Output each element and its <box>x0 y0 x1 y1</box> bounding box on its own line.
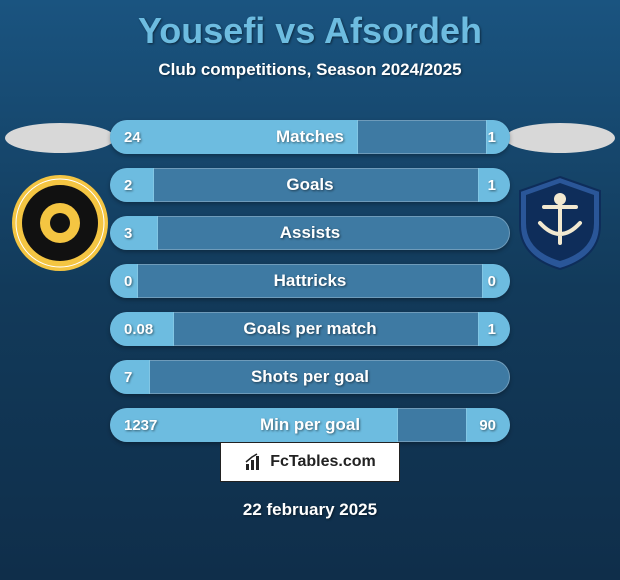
stat-fill-right <box>478 312 510 346</box>
stat-fill-right <box>486 120 510 154</box>
page-title: Yousefi vs Afsordeh <box>0 0 620 52</box>
stat-fill-right <box>478 168 510 202</box>
player-right-avatar <box>500 110 620 165</box>
stat-row: Matches241 <box>110 120 510 154</box>
stat-row: Shots per goal7 <box>110 360 510 394</box>
stat-fill-left <box>110 312 174 346</box>
stat-fill-left <box>110 120 358 154</box>
player-right-club-badge <box>510 173 610 273</box>
stat-fill-left <box>110 408 398 442</box>
stat-row: Assists3 <box>110 216 510 250</box>
player-left-club-badge <box>10 173 110 273</box>
stat-fill-right <box>466 408 510 442</box>
stat-fill-right <box>482 264 510 298</box>
stat-row: Goals21 <box>110 168 510 202</box>
footer-logo-text: FcTables.com <box>270 453 376 471</box>
chart-icon <box>244 452 264 472</box>
stat-fill-left <box>110 168 154 202</box>
stat-label: Assists <box>110 216 510 250</box>
footer-logo[interactable]: FcTables.com <box>220 442 400 482</box>
player-left-avatar <box>0 110 120 165</box>
stat-row: Min per goal123790 <box>110 408 510 442</box>
player-left-column <box>0 110 120 273</box>
stats-container: Matches241 Goals21 Assists3 Hattricks00 Goal… <box>110 120 510 442</box>
stat-label: Hattricks <box>110 264 510 298</box>
stat-fill-left <box>110 216 158 250</box>
stat-fill-left <box>110 360 150 394</box>
stat-row: Goals per match0.081 <box>110 312 510 346</box>
footer-date: 22 february 2025 <box>0 500 620 520</box>
player-right-column <box>500 110 620 273</box>
stat-label: Goals <box>110 168 510 202</box>
stat-label: Shots per goal <box>110 360 510 394</box>
subtitle: Club competitions, Season 2024/2025 <box>0 60 620 80</box>
stat-fill-left <box>110 264 138 298</box>
stat-row: Hattricks00 <box>110 264 510 298</box>
